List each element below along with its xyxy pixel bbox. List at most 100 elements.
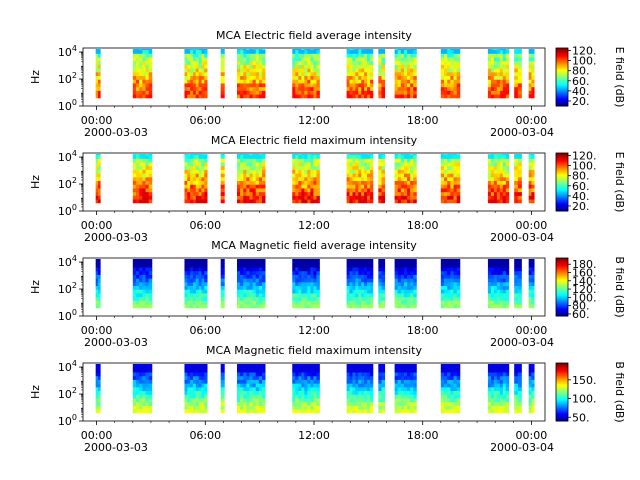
heatmap-cell xyxy=(304,90,308,95)
heatmap-cell xyxy=(145,285,150,290)
heatmap-cell xyxy=(502,278,507,283)
heatmap-cell xyxy=(307,49,311,54)
heatmap-cell xyxy=(313,409,317,414)
heatmap-cell xyxy=(440,94,445,99)
heatmap-cell xyxy=(249,83,253,88)
heatmap-cell xyxy=(403,296,408,301)
heatmap-cell xyxy=(528,169,532,174)
heatmap-cell xyxy=(499,71,504,77)
colorbar-segment xyxy=(556,272,568,275)
heatmap-cell xyxy=(252,90,257,95)
colorbar-segment xyxy=(556,266,568,269)
heatmap-cell xyxy=(252,68,257,73)
heatmap-cell xyxy=(496,169,501,174)
heatmap-cell xyxy=(258,154,263,159)
heatmap-cell xyxy=(403,289,408,294)
heatmap-cell xyxy=(413,401,417,406)
heatmap-cell xyxy=(220,259,225,261)
heatmap-cell xyxy=(358,409,362,414)
heatmap-cell xyxy=(304,158,308,163)
heatmap-cell xyxy=(139,79,143,84)
heatmap-cell xyxy=(443,405,448,410)
heatmap-cell xyxy=(400,409,405,414)
heatmap-cell xyxy=(204,71,208,77)
heatmap-cell xyxy=(346,401,350,406)
heatmap-cell xyxy=(313,191,317,196)
heatmap-cell xyxy=(198,57,202,62)
heatmap-cell xyxy=(378,154,382,159)
heatmap-cell xyxy=(295,154,299,159)
heatmap-cell xyxy=(453,401,458,406)
heatmap-cell xyxy=(440,180,445,185)
heatmap-cell xyxy=(349,289,353,294)
heatmap-cell xyxy=(135,394,140,399)
heatmap-cell xyxy=(148,379,153,384)
x-tick-label: 18:00 xyxy=(407,114,439,127)
heatmap-cell xyxy=(135,68,140,73)
heatmap-cell xyxy=(364,188,368,193)
heatmap-cell xyxy=(142,162,146,167)
heatmap-cell xyxy=(187,165,191,170)
heatmap-cell xyxy=(456,71,461,77)
heatmap-cell xyxy=(220,289,225,294)
heatmap-cell xyxy=(142,368,146,373)
colorbar-segment xyxy=(556,393,568,395)
heatmap-cell xyxy=(132,364,137,369)
heatmap-cell xyxy=(187,293,191,298)
heatmap-cell xyxy=(394,267,399,272)
heatmap-cell xyxy=(367,188,371,193)
heatmap-cell xyxy=(145,53,150,58)
heatmap-cell xyxy=(240,71,244,77)
heatmap-cell xyxy=(95,274,99,279)
heatmap-cell xyxy=(148,53,153,58)
heatmap-cell xyxy=(192,278,197,283)
heatmap-cell xyxy=(453,281,458,287)
heatmap-cell xyxy=(394,57,399,62)
heatmap-cell xyxy=(369,154,374,156)
heatmap-cell xyxy=(502,86,507,91)
heatmap-cell xyxy=(255,259,260,261)
heatmap-cell xyxy=(258,176,263,182)
heatmap-cell xyxy=(97,409,101,414)
heatmap-cell xyxy=(237,281,241,287)
heatmap-cell xyxy=(502,368,507,373)
heatmap-cell xyxy=(450,86,454,91)
heatmap-cell xyxy=(369,267,374,272)
heatmap-cell xyxy=(292,154,296,156)
heatmap-cell xyxy=(192,75,197,80)
heatmap-cell xyxy=(258,300,263,305)
heatmap-cell xyxy=(204,259,208,264)
heatmap-cell xyxy=(190,293,194,298)
heatmap-cell xyxy=(204,285,208,290)
heatmap-cell xyxy=(246,83,250,88)
heatmap-cell xyxy=(148,83,153,88)
heatmap-cell xyxy=(252,57,257,62)
heatmap-cell xyxy=(261,267,266,272)
heatmap-cell xyxy=(517,199,522,204)
heatmap-cell xyxy=(514,263,519,268)
heatmap-cell xyxy=(394,79,399,84)
heatmap-cell xyxy=(364,162,368,167)
heatmap-cell xyxy=(346,191,350,196)
heatmap-cell xyxy=(499,195,504,200)
heatmap-cell xyxy=(145,259,150,264)
heatmap-cell xyxy=(394,390,399,395)
heatmap-cell xyxy=(493,364,498,366)
heatmap-cell xyxy=(258,173,263,178)
heatmap-cell xyxy=(456,289,461,294)
heatmap-cell xyxy=(97,285,101,290)
heatmap-cell xyxy=(443,304,448,309)
heatmap-cell xyxy=(132,71,137,77)
heatmap-cell xyxy=(447,401,451,406)
heatmap-cell xyxy=(95,64,99,69)
heatmap-cell xyxy=(204,173,208,178)
heatmap-cell xyxy=(367,278,371,283)
heatmap-cell xyxy=(358,60,362,65)
heatmap-cell xyxy=(252,184,257,189)
heatmap-cell xyxy=(192,79,197,84)
heatmap-cell xyxy=(517,176,522,182)
heatmap-cell xyxy=(316,383,320,388)
heatmap-cell xyxy=(292,401,296,406)
panel-title: MCA Electric field maximum intensity xyxy=(211,134,418,147)
heatmap-cell xyxy=(528,379,532,384)
